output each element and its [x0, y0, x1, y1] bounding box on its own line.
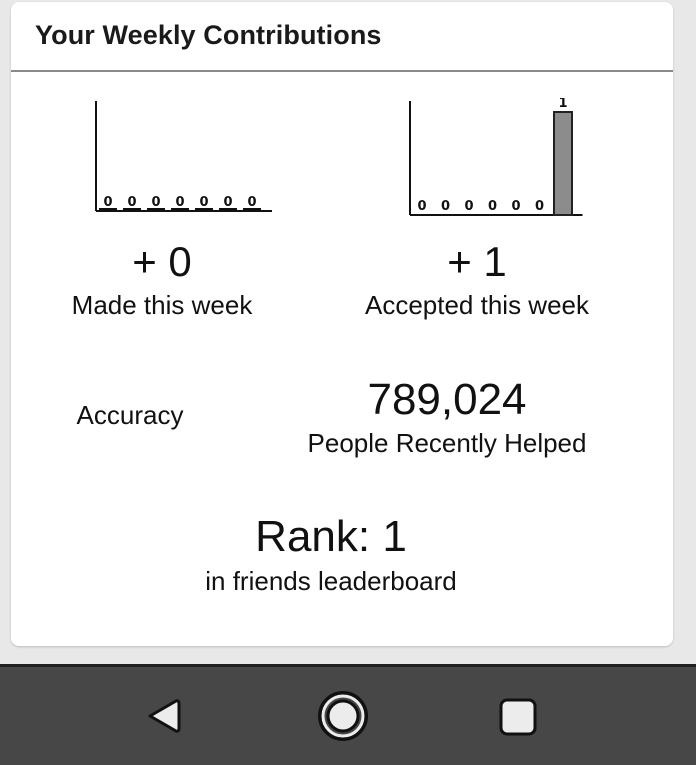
people-helped-value: 789,024 [367, 375, 527, 424]
recents-icon[interactable] [498, 697, 538, 737]
made-chart-bar-label: 0 [151, 195, 160, 210]
card-header: Your Weekly Contributions [11, 2, 673, 72]
made-chart-bar-label: 0 [103, 195, 112, 210]
made-chart-bar-label: 0 [223, 195, 232, 210]
accepted-this-week-label: Accepted this week [364, 290, 589, 320]
back-icon[interactable] [144, 696, 184, 736]
accepted-chart-bar-label: 0 [464, 199, 473, 214]
made-chart-bar-label: 0 [199, 195, 208, 210]
accepted-chart-bar-label: 1 [558, 98, 567, 111]
accepted-chart-bar-label: 0 [535, 199, 544, 214]
accepted-chart-bar-label: 0 [417, 199, 426, 214]
home-icon[interactable] [317, 690, 369, 742]
made-this-week-label: Made this week [71, 290, 253, 320]
accepted-chart-bar-label: 0 [511, 199, 520, 214]
weekly-contributions-card: Your Weekly Contributions [11, 2, 673, 646]
rank-label: in friends leaderboard [205, 566, 457, 596]
accepted-this-week-chart: 0 0 0 0 0 01 [409, 98, 583, 216]
accepted-chart-bar-label: 0 [441, 199, 450, 214]
system-navigation-bar [0, 664, 696, 765]
accuracy-label: Accuracy [76, 400, 184, 430]
rank-value: Rank: 1 [255, 512, 407, 561]
accepted-chart-bar-label: 0 [488, 199, 497, 214]
made-chart-bar-label: 0 [127, 195, 136, 210]
accepted-this-week-value: + 1 [447, 238, 507, 285]
accepted-chart-bar [553, 111, 573, 216]
card-title: Your Weekly Contributions [35, 20, 382, 50]
made-chart-bar-label: 0 [175, 195, 184, 210]
made-this-week-value: + 0 [132, 238, 192, 285]
made-chart-bar-label: 0 [247, 195, 256, 210]
people-helped-label: People Recently Helped [307, 428, 587, 458]
